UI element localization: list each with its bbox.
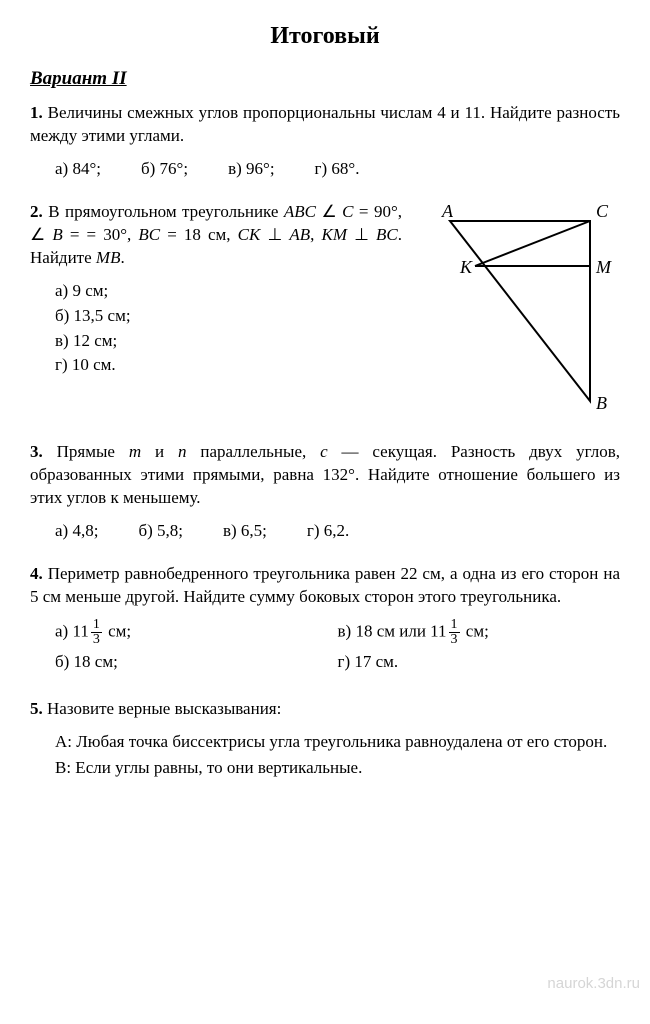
problem-4-body: Периметр равнобедренного треугольника ра… bbox=[30, 564, 620, 606]
problem-1: 1. Величины смежных углов пропорциональн… bbox=[30, 102, 620, 181]
answer-3b: б) 5,8; bbox=[138, 520, 183, 543]
answer-1d: г) 68°. bbox=[315, 158, 360, 181]
answer-2a: а) 9 см; bbox=[55, 280, 402, 303]
answer-1a: а) 84°; bbox=[55, 158, 101, 181]
problem-3: 3. Прямые m и n параллельные, c — секуща… bbox=[30, 441, 620, 543]
answer-1b: б) 76°; bbox=[141, 158, 188, 181]
problem-5-body: Назовите верные высказывания: bbox=[47, 699, 281, 718]
fig-label-C: C bbox=[596, 201, 609, 221]
answer-4d: г) 17 см. bbox=[338, 651, 621, 674]
problem-5-text: 5. Назовите верные высказывания: bbox=[30, 698, 620, 721]
statement-A: А: Любая точка биссектрисы угла треуголь… bbox=[55, 731, 620, 754]
watermark: naurok.3dn.ru bbox=[547, 974, 640, 994]
problem-4-answers: а) 1113 см; б) 18 см; в) 18 см или 1113 … bbox=[30, 618, 620, 678]
problem-4: 4. Периметр равнобедренного треугольника… bbox=[30, 563, 620, 679]
answer-1c: в) 96°; bbox=[228, 158, 274, 181]
problem-4-num: 4. bbox=[30, 564, 43, 583]
fig-label-M: M bbox=[595, 257, 612, 277]
fig-label-B: B bbox=[596, 393, 607, 413]
problem-2-num: 2. bbox=[30, 202, 43, 221]
problem-1-num: 1. bbox=[30, 103, 43, 122]
answer-3d: г) 6,2. bbox=[307, 520, 349, 543]
problem-1-answers: а) 84°; б) 76°; в) 96°; г) 68°. bbox=[30, 158, 620, 181]
problem-3-answers: а) 4,8; б) 5,8; в) 6,5; г) 6,2. bbox=[30, 520, 620, 543]
problem-2-figure: A C K M B bbox=[420, 201, 620, 421]
fig-label-A: A bbox=[441, 201, 454, 221]
problem-5-num: 5. bbox=[30, 699, 43, 718]
answer-2c: в) 12 см; bbox=[55, 330, 402, 353]
problem-3-text: 3. Прямые m и n параллельные, c — секуща… bbox=[30, 441, 620, 510]
problem-5: 5. Назовите верные высказывания: А: Люба… bbox=[30, 698, 620, 780]
variant-heading: Вариант II bbox=[30, 66, 620, 92]
answer-4b: б) 18 см; bbox=[55, 651, 338, 674]
problem-2-answers: а) 9 см; б) 13,5 см; в) 12 см; г) 10 см. bbox=[30, 280, 402, 378]
answer-3c: в) 6,5; bbox=[223, 520, 267, 543]
statement-B: В: Если углы равны, то они вертикальные. bbox=[55, 757, 620, 780]
answer-2d: г) 10 см. bbox=[55, 354, 402, 377]
problem-1-body: Величины смежных углов пропорциональны ч… bbox=[30, 103, 620, 145]
problem-4-text: 4. Периметр равнобедренного треугольника… bbox=[30, 563, 620, 609]
fig-label-K: K bbox=[459, 257, 473, 277]
answer-2b: б) 13,5 см; bbox=[55, 305, 402, 328]
page-title: Итоговый bbox=[30, 20, 620, 52]
problem-2: 2. В прямоугольном треугольнике ABC ∠ C … bbox=[30, 201, 620, 421]
problem-2-text: 2. В прямоугольном треугольнике ABC ∠ C … bbox=[30, 201, 402, 270]
answer-4c: в) 18 см или 1113 см; bbox=[338, 618, 621, 647]
problem-3-num: 3. bbox=[30, 442, 43, 461]
problem-1-text: 1. Величины смежных углов пропорциональн… bbox=[30, 102, 620, 148]
answer-4a: а) 1113 см; bbox=[55, 618, 338, 647]
answer-3a: а) 4,8; bbox=[55, 520, 98, 543]
